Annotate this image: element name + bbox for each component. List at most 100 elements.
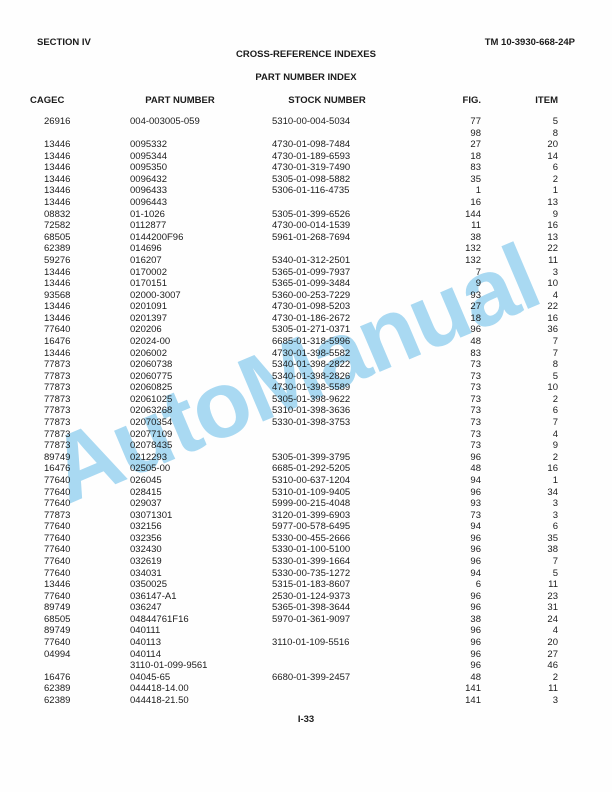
- item-cell: 4: [552, 625, 558, 637]
- table-row: 59276 016207 5340-01-312-2501 132 11: [0, 255, 612, 267]
- stock-number-cell: 5340-01-398-2826: [272, 370, 351, 382]
- item-cell: 4: [552, 289, 558, 301]
- fig-cell: 1: [475, 185, 481, 197]
- stock-number-cell: 6680-01-399-2457: [272, 671, 351, 683]
- fig-cell: 11: [471, 220, 481, 232]
- fig-cell: 83: [470, 347, 481, 359]
- fig-cell: 73: [470, 359, 481, 371]
- cagec-cell: 77640: [44, 532, 71, 544]
- table-body: 26916 004-003005-059 5310-00-004-5034 77…: [0, 116, 612, 706]
- table-row: 16476 02505-00 6685-01-292-5205 48 16: [0, 463, 612, 475]
- cagec-cell: 89749: [44, 625, 71, 637]
- cagec-cell: 77640: [44, 521, 71, 533]
- table-row: 26916 004-003005-059 5310-00-004-5034 77…: [0, 116, 612, 128]
- table-row: 77640 032156 5977-00-578-6495 94 6: [0, 521, 612, 533]
- fig-cell: 38: [470, 231, 481, 243]
- table-row: 89749 036247 5365-01-398-3644 96 31: [0, 602, 612, 614]
- fig-cell: 132: [465, 243, 481, 255]
- table-row: 77873 02060738 5340-01-398-2822 73 8: [0, 359, 612, 371]
- stock-number-cell: 5365-01-398-3644: [272, 602, 351, 614]
- tm-number: TM 10-3930-668-24P: [484, 37, 575, 48]
- item-cell: 11: [548, 254, 558, 266]
- item-cell: 31: [547, 602, 558, 614]
- cagec-cell: 26916: [44, 116, 71, 127]
- part-number-cell: 032619: [130, 555, 162, 567]
- part-number-cell: 0201397: [130, 312, 167, 324]
- cagec-cell: 77640: [44, 567, 71, 579]
- part-number-cell: 0095344: [130, 150, 167, 162]
- table-row: 13446 0201397 4730-01-186-2672 18 16: [0, 313, 612, 325]
- cagec-cell: 08832: [44, 208, 71, 220]
- table-row: 77873 02070354 5330-01-398-3753 73 7: [0, 417, 612, 429]
- cagec-cell: 77873: [44, 405, 71, 417]
- stock-number-cell: 4730-01-186-2672: [272, 312, 351, 324]
- fig-cell: 96: [470, 486, 481, 498]
- cagec-cell: 16476: [44, 335, 71, 347]
- page-title: CROSS-REFERENCE INDEXES: [236, 49, 376, 60]
- fig-cell: 73: [470, 417, 481, 429]
- cagec-cell: 13446: [44, 139, 71, 151]
- part-number-cell: 0096443: [130, 197, 167, 209]
- part-number-cell: 02060775: [130, 370, 173, 382]
- part-number-cell: 044418-14.00: [130, 683, 189, 695]
- item-cell: 14: [547, 150, 558, 162]
- fig-cell: 6: [475, 579, 481, 591]
- cagec-cell: 77873: [44, 382, 71, 394]
- stock-number-cell: 5360-00-253-7229: [272, 289, 351, 301]
- table-row: 77640 032430 5330-01-100-5100 96 38: [0, 544, 612, 556]
- table-row: 77873 02060775 5340-01-398-2826 73 5: [0, 371, 612, 383]
- cagec-cell: 77873: [44, 509, 71, 521]
- stock-number-cell: 5315-01-183-8607: [272, 579, 351, 591]
- cagec-cell: 13446: [44, 579, 71, 591]
- table-row: 77640 026045 5310-00-637-1204 94 1: [0, 475, 612, 487]
- fig-cell: 96: [470, 324, 481, 336]
- fig-cell: 96: [470, 648, 481, 660]
- fig-cell: 83: [470, 162, 481, 174]
- item-cell: 16: [547, 220, 558, 232]
- stock-number-cell: 5340-01-312-2501: [272, 254, 351, 266]
- column-header-fig: FIG.: [462, 95, 481, 106]
- section-label: SECTION IV: [37, 37, 91, 48]
- stock-number-cell: 5305-01-399-6526: [272, 208, 351, 220]
- item-cell: 11: [548, 579, 558, 591]
- stock-number-cell: 4730-01-398-5582: [272, 347, 351, 359]
- table-row: 13446 0095344 4730-01-189-6593 18 14: [0, 151, 612, 163]
- fig-cell: 27: [470, 301, 481, 313]
- item-cell: 10: [547, 278, 558, 290]
- part-number-cell: 02060825: [130, 382, 173, 394]
- part-number-cell: 0144200F96: [130, 231, 184, 243]
- cagec-cell: 13446: [44, 150, 71, 162]
- table-row: 13446 0350025 5315-01-183-8607 6 11: [0, 579, 612, 591]
- part-number-cell: 029037: [130, 498, 162, 510]
- cagec-cell: 77873: [44, 428, 71, 440]
- fig-cell: 48: [470, 671, 481, 683]
- part-number-cell: 3110-01-099-9561: [130, 660, 208, 672]
- stock-number-cell: 5310-01-109-9405: [272, 486, 351, 498]
- stock-number-cell: 5305-01-398-9622: [272, 393, 351, 405]
- item-cell: 46: [547, 660, 558, 672]
- stock-number-cell: 5306-01-116-4735: [272, 185, 350, 197]
- cagec-cell: 77873: [44, 417, 71, 429]
- cagec-cell: 77640: [44, 637, 71, 649]
- cagec-cell: 16476: [44, 463, 71, 475]
- item-cell: 20: [547, 139, 558, 151]
- item-cell: 16: [547, 463, 558, 475]
- fig-cell: 48: [470, 335, 481, 347]
- fig-cell: 132: [465, 254, 481, 266]
- cagec-cell: 77640: [44, 486, 71, 498]
- item-cell: 1: [552, 474, 558, 486]
- fig-cell: 38: [470, 613, 481, 625]
- fig-cell: 9: [475, 278, 481, 290]
- cagec-cell: 16476: [44, 671, 71, 683]
- fig-cell: 7: [475, 266, 481, 278]
- table-row: 77873 02078435 73 9: [0, 440, 612, 452]
- item-cell: 7: [552, 347, 558, 359]
- stock-number-cell: 5961-01-268-7694: [272, 231, 351, 243]
- part-number-cell: 016207: [130, 254, 162, 266]
- fig-cell: 73: [470, 370, 481, 382]
- stock-number-cell: 4730-01-398-5589: [272, 382, 351, 394]
- cagec-cell: 13446: [44, 173, 71, 185]
- stock-number-cell: 4730-01-319-7490: [272, 162, 351, 174]
- part-number-cell: 014696: [130, 243, 162, 255]
